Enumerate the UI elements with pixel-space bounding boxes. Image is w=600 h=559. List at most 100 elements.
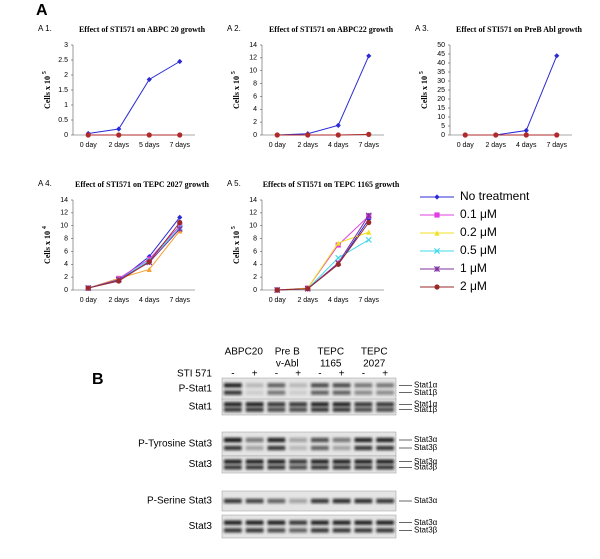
marker bbox=[177, 58, 183, 65]
marker bbox=[523, 132, 529, 138]
y-tick-label: 0 bbox=[64, 287, 68, 294]
band bbox=[376, 407, 394, 412]
panel-label: A 1. bbox=[38, 24, 52, 33]
y-tick-label: 20 bbox=[437, 96, 445, 103]
band bbox=[376, 402, 394, 407]
band bbox=[289, 407, 307, 412]
y-tick-label: 12 bbox=[249, 210, 257, 217]
x-tick-label: 0 day bbox=[269, 297, 287, 304]
chart-title: Effect of STI571 on ABPC 20 growth bbox=[79, 25, 206, 34]
band bbox=[289, 465, 307, 470]
marker bbox=[177, 214, 183, 220]
x-tick-label: 5 days bbox=[139, 142, 160, 149]
marker bbox=[365, 236, 372, 243]
panel-label: A 2. bbox=[227, 24, 241, 33]
band bbox=[376, 465, 394, 470]
band-label: Stat1α bbox=[414, 399, 438, 408]
marker bbox=[274, 287, 280, 293]
y-tick-label: 15 bbox=[437, 105, 445, 112]
y-tick-label: 14 bbox=[60, 197, 68, 204]
band bbox=[376, 390, 394, 395]
y-tick-label: 40 bbox=[437, 60, 445, 67]
series-line bbox=[277, 215, 370, 291]
marker bbox=[434, 230, 440, 236]
band bbox=[311, 528, 329, 533]
band bbox=[354, 459, 373, 464]
band bbox=[354, 402, 373, 407]
band bbox=[376, 459, 394, 464]
y-axis-label-exponent: 5 bbox=[231, 71, 237, 74]
band bbox=[376, 528, 394, 533]
y-tick-label: 2 bbox=[64, 72, 68, 79]
band-label: Stat3α bbox=[414, 435, 438, 444]
band bbox=[224, 520, 242, 525]
row-label: P-Serine Stat3 bbox=[147, 496, 212, 507]
marker bbox=[176, 225, 183, 232]
y-axis-label: Cells x 10 5 bbox=[231, 226, 240, 264]
band bbox=[354, 498, 373, 504]
y-tick-label: 3 bbox=[64, 42, 68, 49]
band bbox=[267, 465, 286, 470]
y-tick-label: 2.5 bbox=[58, 57, 68, 64]
column-label: 2027 bbox=[363, 359, 386, 370]
legend-label: 0.5 μM bbox=[460, 243, 497, 257]
series-line bbox=[88, 61, 181, 134]
x-tick-label: 2 days bbox=[297, 297, 318, 304]
treatment-sign: + bbox=[295, 369, 301, 380]
band bbox=[267, 498, 286, 504]
band bbox=[245, 402, 264, 407]
y-axis-label-text: Cells x 10 bbox=[232, 231, 241, 264]
x-tick-label: 4 days bbox=[328, 142, 349, 149]
marker bbox=[366, 53, 372, 59]
legend-label: 1 μM bbox=[460, 261, 487, 275]
marker bbox=[366, 131, 372, 137]
band-label: Stat3α bbox=[414, 457, 438, 466]
y-tick-label: 8 bbox=[253, 235, 257, 242]
band bbox=[245, 407, 264, 412]
band bbox=[311, 520, 329, 525]
marker bbox=[146, 259, 152, 265]
band bbox=[332, 445, 351, 451]
band bbox=[267, 459, 286, 464]
chart-title: Effect of STI571 on PreB Abl growth bbox=[456, 25, 582, 34]
marker bbox=[335, 240, 341, 246]
band bbox=[289, 445, 307, 451]
legend-label: 0.1 μM bbox=[460, 207, 497, 221]
y-tick-label: 10 bbox=[60, 223, 68, 230]
marker bbox=[433, 265, 441, 273]
y-tick-label: 0 bbox=[253, 132, 257, 139]
band bbox=[245, 383, 264, 388]
band bbox=[311, 445, 329, 451]
band bbox=[224, 390, 242, 395]
series-line bbox=[88, 228, 181, 289]
y-tick-label: 10 bbox=[437, 114, 445, 121]
band bbox=[245, 528, 264, 533]
y-tick-label: 14 bbox=[249, 42, 257, 49]
band bbox=[267, 402, 286, 407]
row-label: P-Stat1 bbox=[179, 384, 213, 395]
band bbox=[289, 459, 307, 464]
band bbox=[289, 437, 307, 443]
y-axis-label-exponent: 5 bbox=[42, 71, 48, 74]
blot-strip bbox=[221, 398, 397, 416]
band bbox=[245, 390, 264, 395]
y-tick-label: 6 bbox=[253, 248, 257, 255]
y-tick-label: 0 bbox=[441, 132, 445, 139]
y-tick-label: 45 bbox=[437, 51, 445, 58]
y-tick-label: 12 bbox=[60, 210, 68, 217]
y-tick-label: 4 bbox=[64, 261, 68, 268]
y-axis-label-exponent: 5 bbox=[231, 226, 237, 229]
band-label: Stat3α bbox=[414, 496, 438, 505]
band bbox=[224, 437, 242, 443]
row-label: Stat3 bbox=[189, 521, 213, 532]
y-tick-label: 25 bbox=[437, 87, 445, 94]
y-tick-label: 5 bbox=[441, 123, 445, 130]
y-tick-label: 4 bbox=[253, 261, 257, 268]
band bbox=[332, 528, 351, 533]
band-label: Stat1β bbox=[414, 388, 438, 397]
band bbox=[224, 459, 242, 464]
y-axis-label: Cells x 10 5 bbox=[42, 71, 51, 109]
blot-strip bbox=[221, 377, 397, 401]
band bbox=[354, 383, 373, 388]
legend-label: No treatment bbox=[460, 189, 530, 203]
